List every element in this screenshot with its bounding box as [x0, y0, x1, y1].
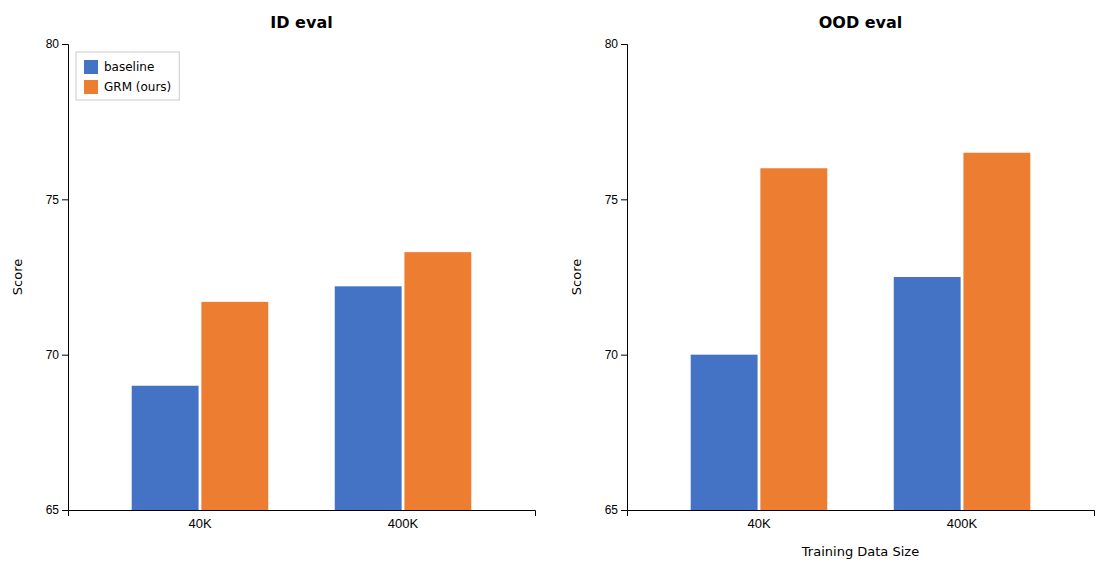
bar: [335, 286, 402, 510]
tick: 40K: [188, 516, 211, 531]
tick-mark: [621, 510, 627, 511]
axis-line: [69, 511, 536, 517]
legend-box: [76, 52, 179, 100]
y-axis: 65 70 75 80: [46, 37, 69, 517]
chart-title: OOD eval: [819, 13, 903, 32]
plot-area: [132, 252, 472, 510]
legend-swatch: [84, 60, 98, 74]
plot-area: [691, 153, 1031, 510]
tick: 75: [605, 193, 627, 207]
figure: 65 70 75 80 40K 400K ID eval Score baseline GRM (…: [0, 0, 1118, 574]
tick-label: 400K: [947, 516, 978, 531]
tick-mark: [62, 199, 68, 200]
legend-item: baseline: [84, 60, 154, 74]
tick: 400K: [947, 516, 978, 531]
bar: [963, 153, 1030, 510]
tick: 40K: [747, 516, 770, 531]
tick: 75: [46, 193, 68, 207]
axis-title: Score: [10, 259, 25, 295]
legend: baseline GRM (ours): [76, 52, 179, 100]
bar: [894, 277, 961, 510]
x-axis: 40K 400K: [628, 511, 1095, 532]
tick-label: 400K: [388, 516, 419, 531]
legend-label: baseline: [104, 60, 154, 74]
x-axis: 40K 400K: [69, 511, 536, 532]
axis-line: [62, 45, 69, 511]
tick-label: 40K: [188, 516, 211, 531]
tick-label: 70: [605, 348, 619, 362]
legend-label: GRM (ours): [104, 80, 171, 94]
tick-label: 80: [605, 37, 619, 51]
tick-label: 65: [605, 503, 619, 517]
tick-label: 75: [605, 193, 619, 207]
bar: [691, 355, 758, 510]
tick: 65: [605, 503, 627, 517]
tick-label: 65: [46, 503, 60, 517]
legend-item: GRM (ours): [84, 80, 171, 94]
bar: [201, 302, 268, 510]
tick: 80: [605, 37, 627, 51]
tick-label: 75: [46, 193, 60, 207]
tick-mark: [621, 44, 627, 45]
tick: 400K: [388, 516, 419, 531]
tick-mark: [62, 510, 68, 511]
tick-mark: [621, 355, 627, 356]
tick-mark: [62, 44, 68, 45]
chart-title: ID eval: [270, 13, 332, 32]
tick-label: 70: [46, 348, 60, 362]
y-axis: 65 70 75 80: [605, 37, 628, 517]
legend-swatch: [84, 80, 98, 94]
chart-panel: 65 70 75 80 40K 400K OOD eval Score Training Dat…: [569, 13, 1095, 574]
tick: 70: [605, 348, 627, 362]
tick-mark: [621, 199, 627, 200]
tick-label: 80: [46, 37, 60, 51]
tick: 65: [46, 503, 68, 517]
tick-label: 40K: [747, 516, 770, 531]
tick-mark: [62, 355, 68, 356]
axis-title: Score: [569, 259, 584, 295]
axis-title: Training Data Size: [801, 544, 919, 559]
bar: [132, 386, 199, 510]
axis-line: [628, 511, 1095, 517]
axis-line: [621, 45, 628, 511]
bar: [404, 252, 471, 510]
tick: 70: [46, 348, 68, 362]
bar: [760, 168, 827, 510]
tick: 80: [46, 37, 68, 51]
chart-panel: 65 70 75 80 40K 400K ID eval Score baseline GRM (…: [10, 13, 536, 574]
